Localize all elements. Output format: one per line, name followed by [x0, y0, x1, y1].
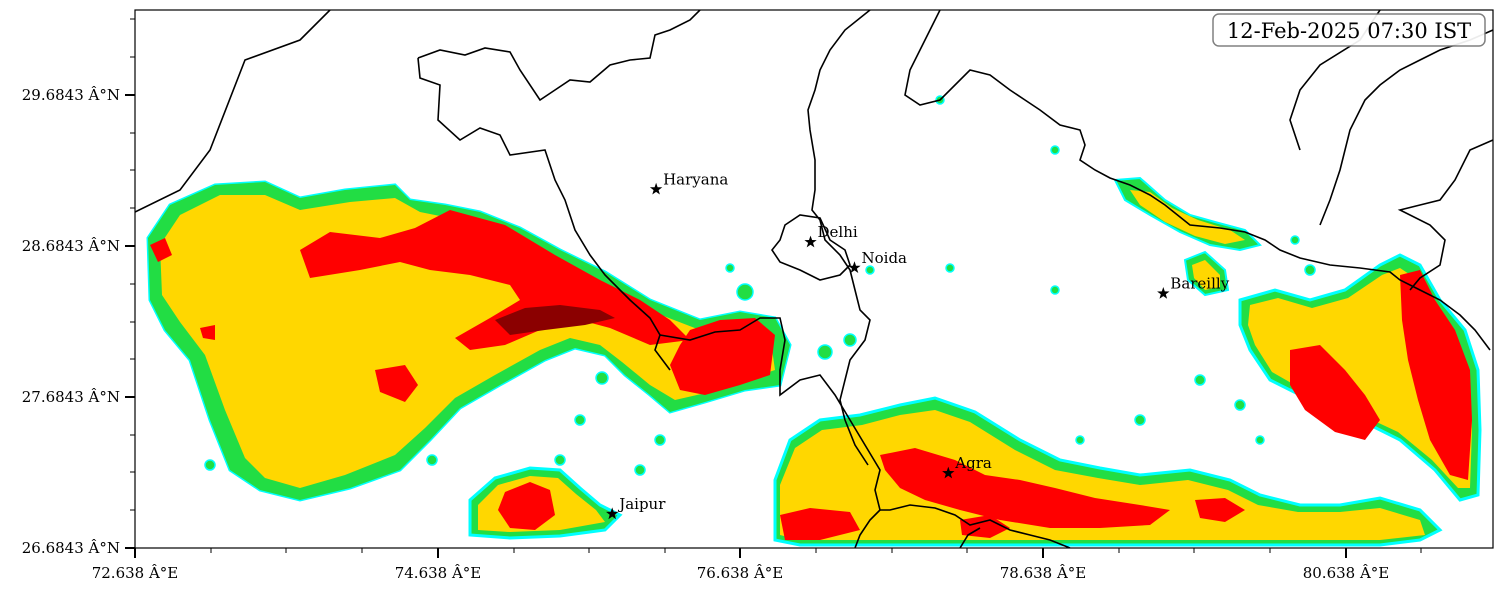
axis-ticks: [125, 18, 1422, 558]
y-tick-label: 26.6843 Â°N: [22, 539, 120, 557]
x-tick-label: 80.638 Â°E: [1303, 564, 1390, 582]
x-tick-label: 72.638 Â°E: [92, 564, 179, 582]
plot-frame: [134, 9, 1494, 549]
city-label-jaipur: Jaipur: [617, 495, 666, 513]
timestamp-label: 12-Feb-2025 07:30 IST: [1227, 19, 1471, 43]
city-marker-jaipur: [606, 507, 619, 520]
scattered-cells: [204, 95, 1316, 476]
city-label-delhi: Delhi: [818, 223, 858, 241]
east-blob: [1113, 176, 1482, 502]
y-tick-label: 29.6843 Â°N: [22, 86, 120, 104]
city-marker-bareilly: [1157, 287, 1170, 299]
x-tick-label: 76.638 Â°E: [697, 564, 784, 582]
x-tick-label: 74.638 Â°E: [395, 564, 482, 582]
city-marker-agra: [942, 466, 955, 479]
x-tick-label: 78.638 Â°E: [1000, 564, 1087, 582]
city-marker-haryana: [649, 182, 663, 195]
city-label-agra: Agra: [954, 454, 992, 472]
y-tick-label: 27.6843 Â°N: [22, 388, 120, 406]
west-darkred: [495, 305, 615, 335]
y-tick-label: 28.6843 Â°N: [22, 237, 120, 255]
jaipur-blob: [468, 466, 623, 540]
city-marker-delhi: [804, 235, 817, 248]
agra-band: [773, 396, 1443, 547]
city-label-haryana: Haryana: [663, 170, 728, 188]
west-blob: [146, 180, 792, 502]
city-marker-noida: [848, 261, 861, 273]
city-label-bareilly: Bareilly: [1170, 275, 1229, 293]
city-label-noida: Noida: [862, 249, 908, 267]
timestamp-box: 12-Feb-2025 07:30 IST: [1212, 13, 1486, 47]
